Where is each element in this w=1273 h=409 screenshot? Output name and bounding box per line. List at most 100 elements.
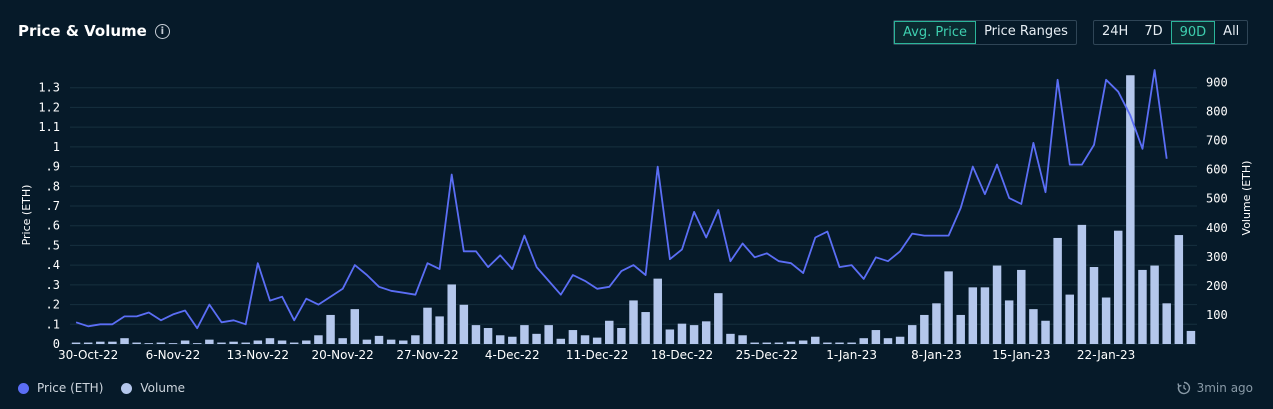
volume-bar [132,342,141,344]
time-range-toggle: 24H 7D 90D All [1093,20,1249,45]
volume-bar [217,342,226,344]
volume-bars [71,75,1196,345]
page-title: Price & Volume i [18,22,170,40]
volume-bar [471,325,481,344]
volume-bar [120,338,129,344]
volume-bar [823,342,832,344]
x-tick-label: 30-Oct-22 [58,348,118,362]
volume-bar [665,329,675,344]
y-left-tick-label: .6 [46,219,60,233]
y-left-tick-label: .5 [46,238,60,252]
volume-bar [1174,235,1184,344]
y-left-tick-label: .2 [46,298,60,312]
x-tick-label: 25-Dec-22 [736,348,798,362]
volume-bar [750,342,759,344]
volume-bar [1077,224,1087,344]
volume-bar [1186,330,1196,344]
volume-bar [689,325,699,344]
y-left-tick-label: 0 [53,337,60,351]
volume-bar [350,309,360,344]
volume-bar [277,340,287,344]
volume-bar [483,328,493,344]
volume-bar [677,323,687,344]
volume-bar [229,341,238,344]
volume-bar [605,320,614,344]
volume-bar [920,314,929,344]
y-right-tick-label: 300 [1206,250,1228,264]
volume-bar [592,337,602,344]
volume-bar [811,336,820,344]
volume-bar [786,341,796,344]
price-line [75,69,1168,330]
y-left-tick-label: 1.2 [38,100,60,114]
price-line-layer [75,69,1168,330]
volume-bar [289,342,299,344]
volume-bar [374,335,384,344]
chart-legend: Price (ETH) Volume [18,381,185,395]
volume-bar [180,340,190,344]
price-ranges-button[interactable]: Price Ranges [984,24,1068,39]
volume-bar [144,343,154,344]
volume-bar [1053,237,1062,344]
volume-bar [423,307,432,344]
y-left-tick-label: 1 [53,140,60,154]
volume-bar [883,338,893,344]
price-mode-toggle: Avg. Price Price Ranges [893,20,1077,45]
volume-bar [532,333,541,344]
volume-bar [205,339,214,344]
y-left-tick-label: .4 [46,258,60,272]
y-right-tick-label: 700 [1206,134,1228,148]
volume-bar [580,335,590,344]
range-all-button[interactable]: All [1223,24,1240,39]
range-7d-button[interactable]: 7D [1144,24,1163,39]
volume-bar [253,340,263,344]
volume-bar [338,338,347,344]
info-icon[interactable]: i [154,23,170,39]
volume-bar [992,265,1002,344]
volume-bar [459,304,469,344]
avg-price-button[interactable]: Avg. Price [894,21,977,44]
volume-bar [907,325,917,344]
y-right-tick-label: 600 [1206,163,1228,177]
volume-bar [399,340,408,344]
range-24h-button[interactable]: 24H [1102,24,1129,39]
volume-bar [1150,265,1159,344]
y-left-axis-title: Price (ETH) [20,185,33,246]
volume-bar [738,335,747,344]
volume-bar [1029,309,1038,344]
volume-bar [241,342,250,344]
volume-bar [508,336,517,344]
volume-bar [386,339,396,344]
title-text: Price & Volume [18,22,147,40]
last-updated: 3min ago [1176,381,1253,395]
volume-bar [1017,269,1026,344]
y-left-tick-label: .1 [46,317,60,331]
legend-item-volume[interactable]: Volume [121,381,185,395]
y-left-tick-label: 1.1 [38,120,60,134]
volume-bar [762,342,772,344]
x-tick-label: 1-Jan-23 [826,348,877,362]
legend-label-volume: Volume [140,381,186,395]
range-90d-button[interactable]: 90D [1170,21,1216,44]
volume-bar [108,341,117,344]
volume-bar [726,333,735,344]
y-right-tick-label: 800 [1206,105,1228,119]
volume-bar [411,335,420,344]
volume-bar [520,325,529,344]
volume-bar [1004,300,1014,344]
volume-bar [447,284,456,344]
x-tick-label: 6-Nov-22 [146,348,201,362]
volume-bar [956,314,965,344]
volume-bar [701,321,711,344]
volume-bar [1162,303,1171,344]
y-left-tick-label: 1.3 [38,81,60,95]
axes: 0 .1 .2 .3 .4 .5 .6 .7 .8 .9 1 1.1 1.2 1.3 100 200 300 40… [38,76,1227,362]
volume-bar [653,278,662,344]
volume-bar [556,338,566,344]
y-right-axis-title: Volume (ETH) [1240,161,1253,236]
volume-bar [96,341,105,344]
legend-item-price[interactable]: Price (ETH) [18,381,103,395]
volume-bar [944,271,953,344]
y-left-tick-label: .9 [46,160,60,174]
